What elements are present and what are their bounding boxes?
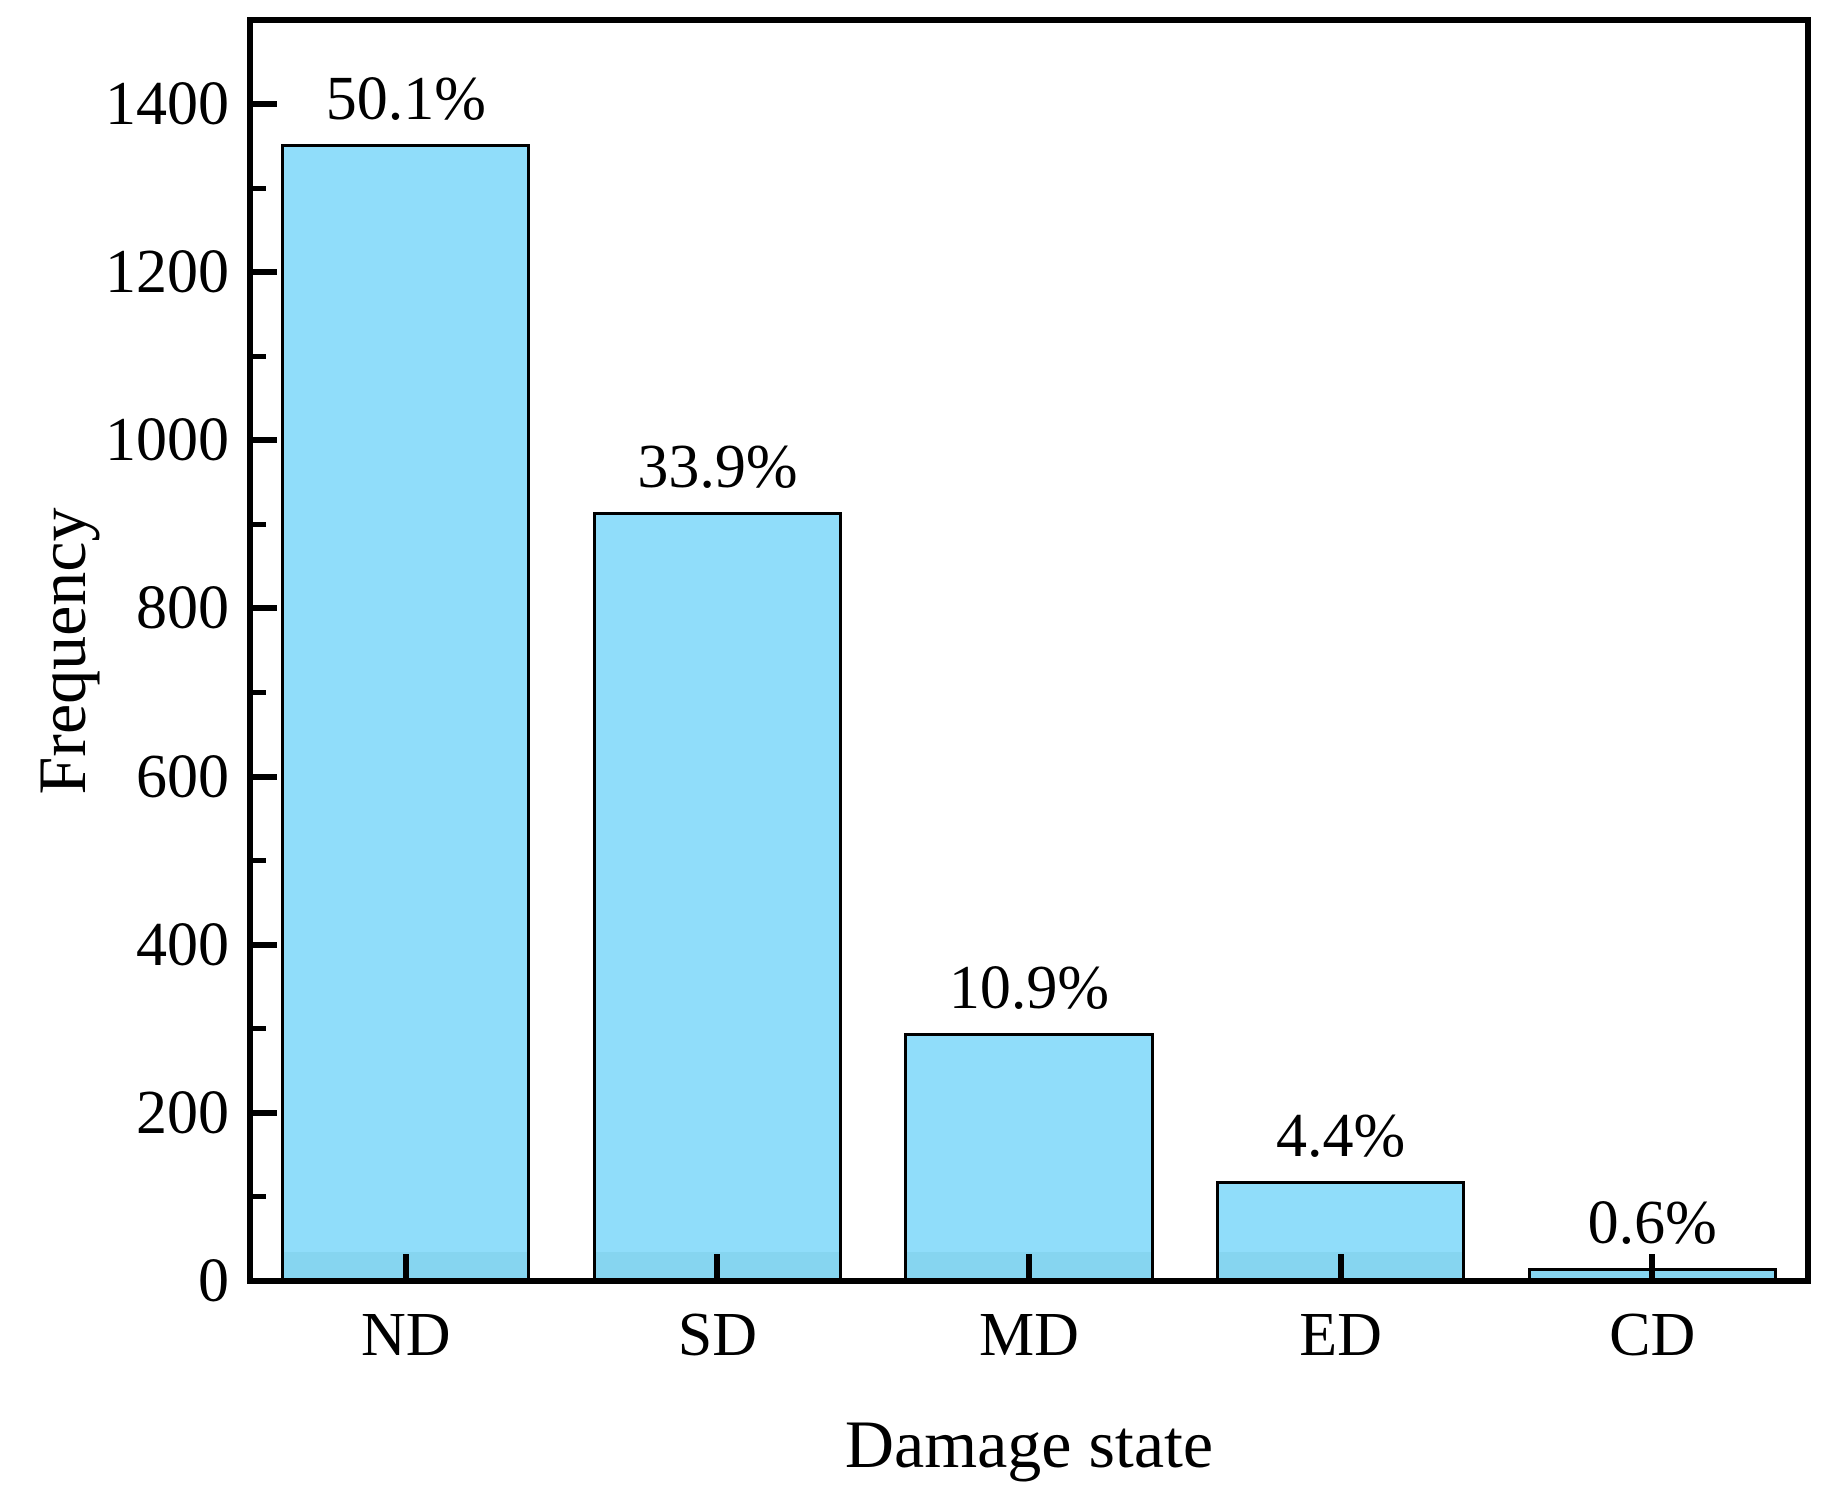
y-major-tick	[253, 1109, 277, 1116]
bar-nd	[281, 143, 531, 1281]
x-tick-label: ND	[361, 1301, 451, 1369]
bar-md	[904, 1033, 1154, 1281]
y-minor-tick	[253, 353, 266, 359]
bar-value-label: 10.9%	[948, 954, 1110, 1022]
x-tick	[1337, 1254, 1344, 1278]
x-tick-label: MD	[979, 1301, 1079, 1369]
y-tick-label: 0	[198, 1247, 229, 1315]
y-major-tick	[253, 437, 277, 444]
bar-sd	[592, 511, 843, 1281]
x-tick	[714, 1254, 721, 1278]
y-tick-label: 600	[136, 742, 229, 811]
y-minor-tick	[253, 185, 266, 191]
y-major-tick	[253, 941, 277, 948]
x-tick	[1026, 1254, 1032, 1278]
y-minor-tick	[253, 690, 266, 696]
y-tick-label: 1000	[105, 406, 229, 475]
y-major-tick	[253, 605, 277, 612]
y-minor-tick	[253, 858, 266, 864]
y-axis-title: Frequency	[24, 507, 100, 795]
x-axis-title: Damage state	[844, 1406, 1214, 1482]
bar-value-label: 33.9%	[637, 432, 798, 501]
y-tick-label: 1200	[105, 238, 229, 307]
bar-value-label: 0.6%	[1587, 1188, 1717, 1257]
x-tick-label: SD	[677, 1301, 758, 1369]
x-tick	[402, 1254, 409, 1278]
y-tick-label: 200	[136, 1078, 229, 1147]
x-tick	[1649, 1254, 1656, 1278]
y-tick-label: 800	[136, 574, 229, 643]
y-major-tick	[253, 269, 277, 276]
y-minor-tick	[253, 1026, 266, 1032]
x-tick-label: CD	[1609, 1301, 1696, 1369]
y-major-tick	[253, 773, 277, 780]
y-major-tick	[253, 101, 277, 108]
bar-value-label: 4.4%	[1276, 1101, 1406, 1170]
y-minor-tick	[253, 521, 266, 527]
y-tick-label: 400	[136, 910, 229, 979]
y-tick-label: 1400	[105, 70, 229, 139]
bar-value-label: 50.1%	[325, 64, 486, 133]
y-minor-tick	[253, 1194, 266, 1200]
x-tick-label: ED	[1299, 1301, 1382, 1369]
